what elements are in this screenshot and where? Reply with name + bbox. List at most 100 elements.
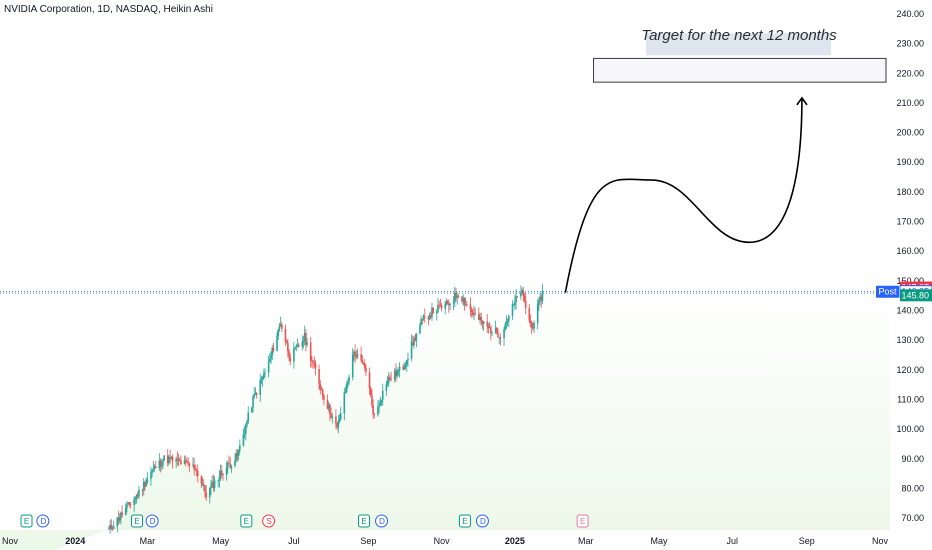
candle-body[interactable] xyxy=(539,296,541,301)
candle-body[interactable] xyxy=(314,363,317,370)
candle-body[interactable] xyxy=(421,318,424,320)
candle-body[interactable] xyxy=(439,305,442,306)
candle-body[interactable] xyxy=(116,517,119,527)
candle-body[interactable] xyxy=(309,342,312,361)
candle-body[interactable] xyxy=(296,344,299,347)
candle-body[interactable] xyxy=(457,295,460,297)
candle-body[interactable] xyxy=(261,377,264,380)
candle-body[interactable] xyxy=(237,449,240,456)
candle-body[interactable] xyxy=(343,392,346,414)
candle-body[interactable] xyxy=(136,495,139,497)
candle-body[interactable] xyxy=(344,391,347,393)
candle-body[interactable] xyxy=(313,362,316,364)
candle-body[interactable] xyxy=(219,470,222,477)
candle-body[interactable] xyxy=(473,313,475,315)
projection-curve[interactable] xyxy=(564,97,803,293)
candle-body[interactable] xyxy=(419,324,421,334)
candle-body[interactable] xyxy=(379,402,382,406)
candle-body[interactable] xyxy=(243,433,246,435)
candle-body[interactable] xyxy=(505,322,508,325)
candle-body[interactable] xyxy=(506,320,509,323)
candle-body[interactable] xyxy=(445,300,448,304)
candle-body[interactable] xyxy=(168,457,170,464)
candle-body[interactable] xyxy=(160,465,163,467)
candle-body[interactable] xyxy=(217,479,219,481)
candle-body[interactable] xyxy=(431,307,433,317)
event-marker-dividend[interactable]: D xyxy=(36,514,50,528)
event-marker-dividend[interactable]: D xyxy=(375,514,389,528)
candle-body[interactable] xyxy=(277,329,280,337)
candle-body[interactable] xyxy=(499,337,502,339)
candle-body[interactable] xyxy=(410,341,413,359)
candle-body[interactable] xyxy=(487,326,490,329)
candle-body[interactable] xyxy=(422,315,425,320)
candle-body[interactable] xyxy=(221,470,223,474)
candle-body[interactable] xyxy=(464,304,467,305)
candle-body[interactable] xyxy=(423,315,426,317)
candle-body[interactable] xyxy=(472,311,474,315)
candle-body[interactable] xyxy=(456,295,459,298)
candle-body[interactable] xyxy=(260,379,263,381)
candle-body[interactable] xyxy=(187,461,189,464)
candle-body[interactable] xyxy=(446,300,449,305)
candle-body[interactable] xyxy=(175,458,177,462)
candle-body[interactable] xyxy=(438,304,440,306)
candle-body[interactable] xyxy=(490,327,492,334)
candle-body[interactable] xyxy=(145,482,147,487)
candle-body[interactable] xyxy=(311,360,313,362)
candle-body[interactable] xyxy=(480,316,483,321)
candle-body[interactable] xyxy=(398,366,401,371)
candle-body[interactable] xyxy=(200,476,203,484)
candle-body[interactable] xyxy=(228,463,230,465)
candle-body[interactable] xyxy=(151,469,153,473)
candle-body[interactable] xyxy=(184,460,187,462)
candle-body[interactable] xyxy=(205,492,207,498)
candle-body[interactable] xyxy=(128,502,131,505)
candle-body[interactable] xyxy=(162,460,164,466)
candle-body[interactable] xyxy=(481,320,484,324)
candle-body[interactable] xyxy=(254,392,257,395)
candle-body[interactable] xyxy=(239,445,241,450)
candle-body[interactable] xyxy=(318,369,320,384)
candle-body[interactable] xyxy=(420,318,422,325)
candle-body[interactable] xyxy=(213,480,216,489)
candle-body[interactable] xyxy=(397,370,400,372)
candle-body[interactable] xyxy=(536,304,539,324)
candle-body[interactable] xyxy=(497,333,499,338)
candle-body[interactable] xyxy=(339,413,342,420)
candle-body[interactable] xyxy=(449,303,451,306)
candle-body[interactable] xyxy=(312,360,314,363)
target-box[interactable] xyxy=(593,57,887,83)
candle-body[interactable] xyxy=(461,296,463,302)
candle-body[interactable] xyxy=(378,405,380,407)
candle-body[interactable] xyxy=(337,421,340,428)
candle-body[interactable] xyxy=(389,377,391,380)
candle-body[interactable] xyxy=(538,300,540,305)
candle-body[interactable] xyxy=(440,305,443,309)
candle-body[interactable] xyxy=(278,326,281,330)
event-marker-split[interactable]: S xyxy=(262,514,276,528)
candle-body[interactable] xyxy=(242,434,245,446)
candle-body[interactable] xyxy=(355,356,358,358)
candle-body[interactable] xyxy=(271,347,274,356)
candle-body[interactable] xyxy=(170,457,173,459)
candle-body[interactable] xyxy=(448,304,450,306)
candle-body[interactable] xyxy=(377,406,379,416)
candle-body[interactable] xyxy=(109,524,111,529)
candle-body[interactable] xyxy=(533,323,535,329)
candle-body[interactable] xyxy=(152,468,155,470)
candle-body[interactable] xyxy=(363,363,366,368)
candle-body[interactable] xyxy=(372,405,374,415)
candle-body[interactable] xyxy=(462,298,465,302)
candle-body[interactable] xyxy=(351,354,354,377)
candle-body[interactable] xyxy=(360,354,362,360)
candle-body[interactable] xyxy=(327,404,330,409)
candle-body[interactable] xyxy=(146,479,149,483)
candle-body[interactable] xyxy=(270,355,272,359)
target-annotation[interactable]: Target for the next 12 months xyxy=(641,27,837,44)
candle-body[interactable] xyxy=(329,404,331,415)
candle-body[interactable] xyxy=(380,399,383,403)
event-marker-earnings[interactable]: E xyxy=(358,514,371,528)
candle-body[interactable] xyxy=(141,489,144,491)
